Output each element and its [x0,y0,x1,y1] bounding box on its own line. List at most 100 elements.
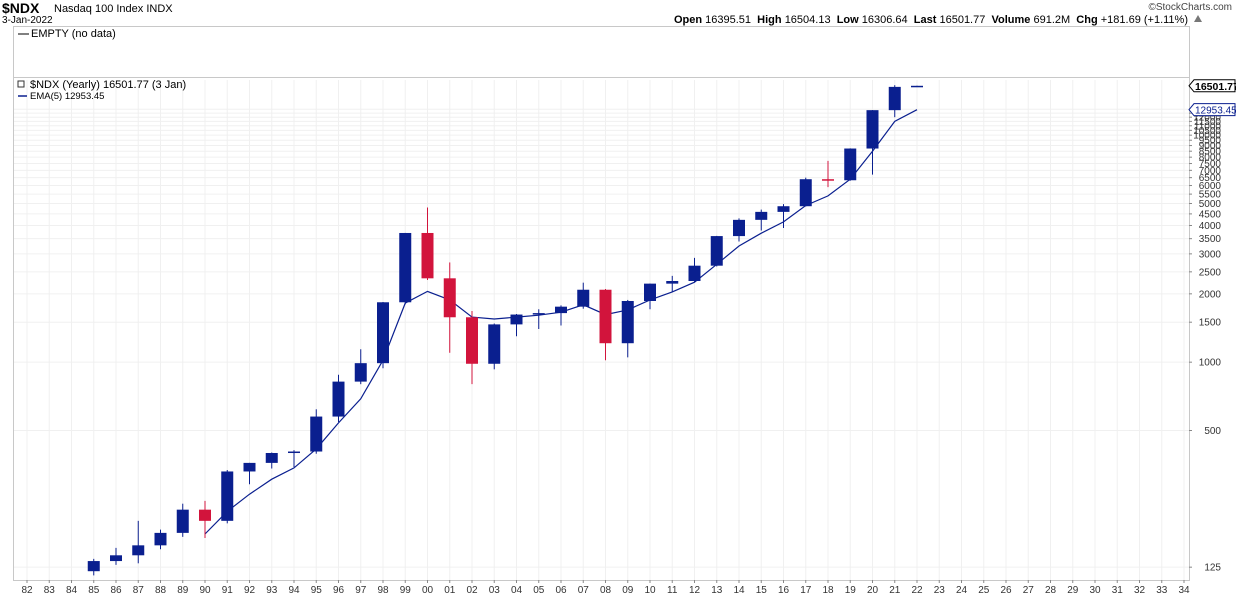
candle-body [799,179,812,207]
x-tick-label: 86 [110,585,122,595]
candle-body [866,110,879,149]
candle-body [599,289,612,344]
y-tick-label: 3000 [1199,249,1222,260]
y-tick-label: 5000 [1199,199,1222,210]
x-tick-label: 15 [756,585,768,595]
x-tick-label: 14 [733,585,745,595]
x-tick-label: 18 [822,585,834,595]
x-tick-label: 85 [88,585,100,595]
y-tick-label: 6000 [1199,181,1222,192]
candle-17 [799,177,812,207]
candle-body [822,179,834,181]
y-tick-label: 7500 [1199,159,1222,170]
candle-body [888,86,901,111]
candle-body [421,232,434,279]
candle-body [644,283,656,301]
x-tick-label: 10 [644,585,656,595]
y-tick-label: 11500 [1194,117,1222,128]
candle-12 [688,257,701,282]
candle-body [288,451,300,454]
open-label: Open [673,14,703,26]
candle-13 [710,235,723,267]
x-tick-label: 13 [711,585,723,595]
candle-body [510,314,523,325]
y-tick-label: 2500 [1199,267,1222,278]
candle-body [176,509,189,533]
x-tick-label: 99 [400,585,412,595]
candle-09 [621,299,634,358]
candle-86 [110,547,122,565]
candle-93 [265,452,278,469]
x-tick-label: 98 [377,585,389,595]
y-tick-label: 10000 [1193,131,1221,142]
candle-97 [354,349,367,385]
x-tick-label: 02 [466,585,478,595]
candle-body [466,317,478,364]
candle-body [377,302,389,364]
main-legend: $NDX (Yearly) 16501.77 (3 Jan) EMA(5) 12… [17,79,186,102]
candle-06 [555,305,567,326]
low-value: 16306.64 [861,14,908,26]
low-label: Low [836,14,859,26]
candle-89 [176,503,189,537]
x-tick-label: 34 [1178,585,1190,595]
chg-label: Chg [1076,14,1098,26]
x-tick-label: 12 [689,585,701,595]
candle-body [199,509,211,521]
x-tick-label: 11 [667,585,678,595]
candle-body [310,416,323,452]
x-tick-label: 96 [333,585,345,595]
candle-body [132,545,145,556]
x-tick-label: 07 [578,585,590,595]
x-tick-label: 84 [66,585,78,595]
ema-value-tag: 12953.45 [1195,106,1236,117]
candle-14 [733,218,745,242]
x-tick-label: 05 [533,585,545,595]
candle-00 [421,207,434,281]
x-tick-label: 82 [21,585,33,595]
candle-05 [532,309,545,329]
main-legend-ema: EMA(5) 12953.45 [30,91,104,102]
y-tick-label: 8000 [1199,153,1222,164]
candle-body [399,232,412,303]
candle-98 [377,302,389,369]
x-tick-label: 03 [489,585,501,595]
candle-16 [777,204,790,228]
y-tick-label: 4500 [1199,209,1222,220]
x-tick-label: 28 [1045,585,1057,595]
x-tick-label: 83 [44,585,56,595]
last-label: Last [913,14,937,26]
x-axis-ticks: 82 83 84 85 86 87 88 89 90 91 92 93 94 95 96 97 98 99 00 01… [21,580,1190,595]
x-tick-label: 20 [867,585,879,595]
candle-11 [666,275,679,292]
y-tick-label: 11000 [1194,121,1222,132]
open-value: 16395.51 [705,14,752,26]
y-tick-label: 1000 [1199,358,1222,369]
chg-value: +181.69 (+1.11%) [1100,14,1188,26]
candle-body [154,532,167,546]
candle-body [621,300,634,344]
x-tick-label: 31 [1112,585,1124,595]
upper-panel-legend: EMPTY (no data) [31,28,116,40]
volume-value: 691.2M [1033,14,1071,26]
legend-candle-icon [17,80,25,88]
candle-20 [866,110,879,175]
x-tick-label: 06 [555,585,567,595]
candle-18 [822,160,834,188]
y-tick-label: 7000 [1199,166,1222,177]
candle-91 [221,469,234,524]
y-tick-label: 1500 [1199,318,1222,329]
y-tick-label: 3500 [1199,234,1222,245]
brand-watermark: ©StockCharts.com [1148,2,1232,13]
candle-body [488,324,501,364]
x-tick-label: 97 [355,585,367,595]
x-tick-label: 23 [934,585,946,595]
candle-15 [755,209,768,231]
ohlc-readout: Open 16395.51 High 16504.13 Low 16306.64… [674,14,1188,26]
candle-body [265,452,278,463]
x-tick-label: 17 [800,585,812,595]
last-value-tag: 16501.77 [1195,81,1236,93]
candle-92 [243,462,256,485]
y-tick-label: 12000 [1193,113,1221,124]
